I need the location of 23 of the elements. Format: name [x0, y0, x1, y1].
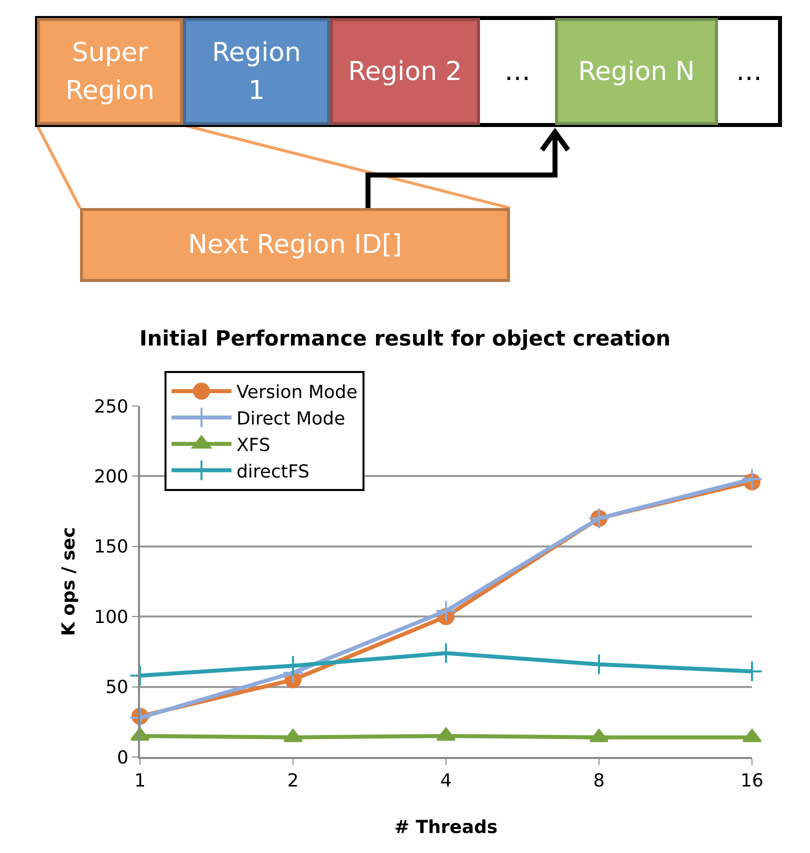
labelled-box: Next Region ID[] — [80, 208, 510, 282]
labelled-box: Region 2 — [330, 18, 480, 125]
labelled-box: Region 1 — [183, 18, 330, 125]
y-tick-label: 250 — [94, 396, 128, 418]
labelled-box: Region N — [555, 18, 718, 125]
legend-label: Direct Mode — [236, 408, 346, 430]
labelled-box: Super Region — [37, 18, 183, 125]
legend-label: directFS — [236, 461, 310, 482]
x-tick-label: 8 — [593, 770, 605, 792]
y-tick-label: 200 — [94, 466, 128, 488]
y-tick-label: 100 — [94, 606, 128, 628]
y-tick-label: 50 — [105, 677, 128, 698]
y-tick-label: 0 — [116, 747, 128, 768]
legend-label: XFS — [236, 434, 270, 456]
x-tick-label: 4 — [440, 770, 452, 792]
x-tick-label: 16 — [740, 770, 764, 792]
x-axis-title: # Threads — [394, 817, 498, 838]
chart-title: Initial Performance result for object creation — [139, 326, 671, 350]
y-axis-title: K ops / sec — [58, 527, 80, 636]
y-tick-label: 150 — [94, 536, 128, 558]
legend-label: Version Mode — [236, 382, 358, 404]
x-tick-label: 1 — [134, 770, 146, 792]
x-tick-label: 2 — [287, 770, 299, 792]
